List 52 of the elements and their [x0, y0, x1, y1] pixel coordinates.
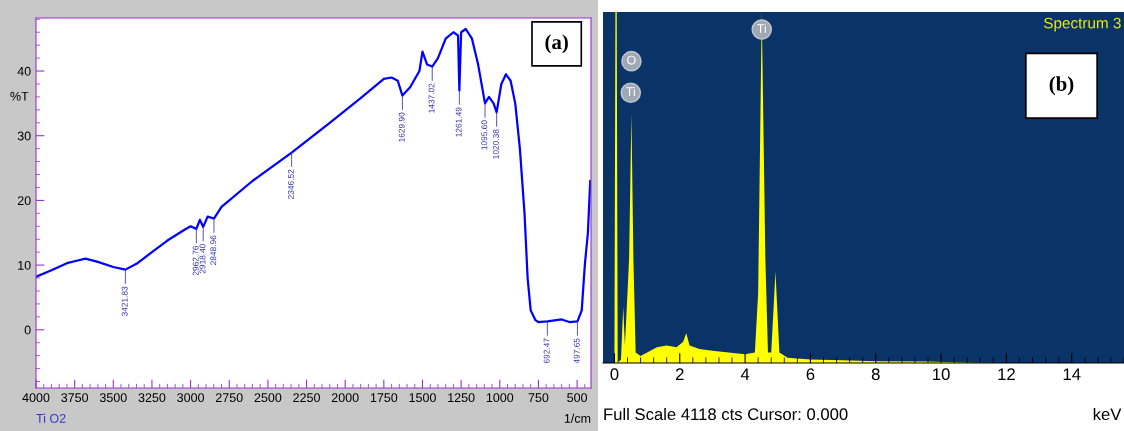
x-tick-label: 3250 — [138, 393, 166, 403]
annotation: 692.47 — [543, 338, 550, 364]
x-tick-label: 2500 — [254, 393, 282, 403]
x-tick-label: 2000 — [331, 393, 359, 403]
annotation: 1437.02 — [428, 83, 435, 113]
y-tick-label: 20 — [17, 196, 31, 206]
annotation: 2962.76 — [192, 245, 199, 276]
x-tick-label: 4 — [740, 368, 750, 380]
text: Full Scale 4118 cts Cursor: 0.000 — [604, 407, 848, 421]
x-tick-label: 6 — [806, 368, 815, 381]
y-tick-label: 10 — [18, 260, 31, 270]
annotation: O — [627, 55, 636, 65]
annotation: 1020.38 — [492, 129, 499, 159]
line-series — [36, 27, 591, 324]
x-tick-label: 4000 — [22, 393, 50, 403]
y-tick-label: 30 — [17, 131, 31, 141]
annotation: 2918.40 — [199, 243, 206, 274]
annotation: Ti — [626, 86, 635, 96]
annotation: 2848.96 — [210, 235, 217, 265]
x-tick-label: 2750 — [215, 393, 243, 403]
x-tick-label: 8 — [871, 368, 880, 381]
annotation: 1261.49 — [455, 107, 462, 137]
x-tick-label: 1500 — [409, 393, 436, 403]
text: Ti O2 — [36, 413, 66, 423]
x-tick-label: 500 — [567, 393, 588, 403]
annotation: Ti — [757, 23, 766, 33]
x-tick-label: 750 — [528, 393, 549, 403]
y-tick-label: 0 — [24, 325, 31, 335]
x-axis-title: 1/cm — [564, 413, 591, 423]
x-tick-label: 3750 — [61, 393, 89, 403]
x-tick-label: 1000 — [486, 393, 514, 403]
x-tick-label: 1250 — [448, 393, 475, 403]
y-axis-title: %T — [10, 91, 29, 101]
x-axis-title: keV — [1093, 407, 1122, 421]
annotation: 3421.83 — [121, 286, 128, 317]
y-tick-label: 40 — [17, 66, 31, 76]
x-tick-label: 0 — [610, 368, 619, 381]
annotation: 497.65 — [573, 338, 580, 364]
annotation: (a) — [545, 34, 568, 54]
x-tick-label: 1750 — [370, 393, 398, 403]
annotation: (b) — [1049, 76, 1074, 96]
annotation: 1095.60 — [481, 120, 488, 150]
x-tick-label: 3000 — [177, 393, 205, 403]
annotation: Spectrum 3 — [1043, 17, 1121, 32]
x-tick-label: 12 — [998, 368, 1015, 380]
x-tick-label: 14 — [1063, 368, 1081, 380]
x-tick-label: 10 — [933, 368, 950, 381]
annotation: 1629.90 — [398, 112, 405, 142]
annotation: 2346.52 — [287, 169, 294, 199]
x-tick-label: 3500 — [99, 393, 127, 403]
x-tick-label: 2250 — [293, 393, 320, 403]
x-tick-label: 2 — [675, 368, 684, 380]
